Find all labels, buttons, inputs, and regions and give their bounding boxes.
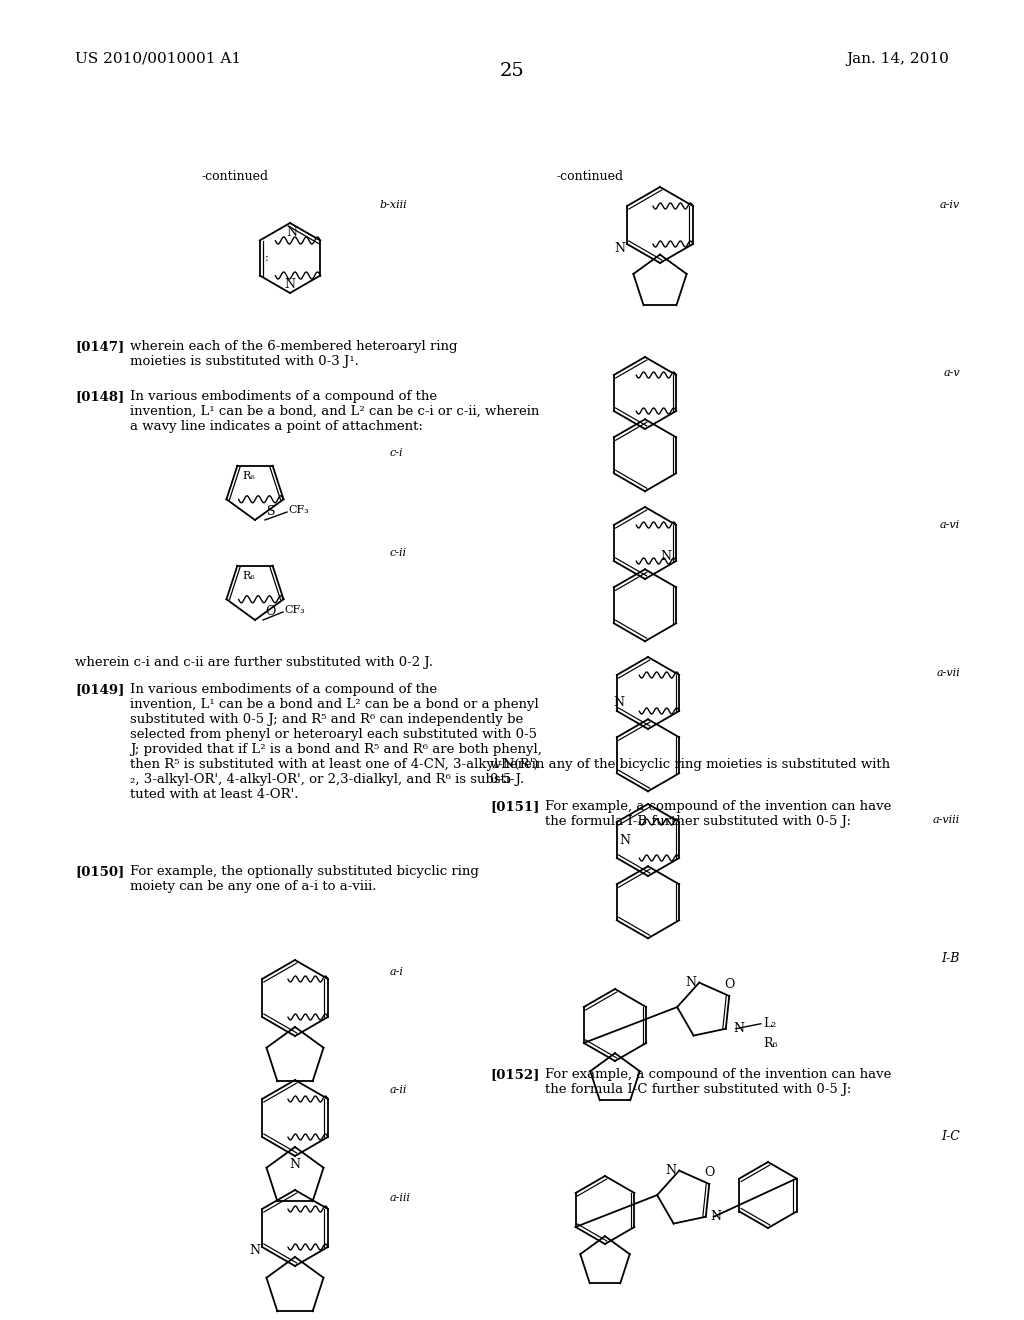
- Text: wherein each of the 6-membered heteroaryl ring
moieties is substituted with 0-3 : wherein each of the 6-membered heteroary…: [130, 341, 458, 368]
- Text: a-viii: a-viii: [933, 814, 961, 825]
- Text: a-iv: a-iv: [940, 201, 961, 210]
- Text: -continued: -continued: [556, 170, 624, 183]
- Text: N: N: [290, 1158, 300, 1171]
- Text: N: N: [614, 242, 626, 255]
- Text: N: N: [685, 975, 696, 989]
- Text: a-vii: a-vii: [936, 668, 961, 678]
- Text: I-B: I-B: [942, 952, 961, 965]
- Text: N: N: [734, 1022, 744, 1035]
- Text: wherein any of the bicyclic ring moieties is substituted with
0-5 J.: wherein any of the bicyclic ring moietie…: [490, 758, 890, 785]
- Text: c-ii: c-ii: [390, 548, 407, 558]
- Text: US 2010/0010001 A1: US 2010/0010001 A1: [75, 51, 241, 66]
- Text: O: O: [265, 605, 275, 618]
- Text: N: N: [285, 279, 296, 290]
- Text: 25: 25: [500, 62, 524, 81]
- Text: [0148]: [0148]: [75, 389, 124, 403]
- Text: Jan. 14, 2010: Jan. 14, 2010: [846, 51, 949, 66]
- Text: I-C: I-C: [941, 1130, 961, 1143]
- Text: In various embodiments of a compound of the
invention, L¹ can be a bond and L² c: In various embodiments of a compound of …: [130, 682, 542, 801]
- Text: a-i: a-i: [390, 968, 403, 977]
- Text: O: O: [724, 978, 734, 991]
- Text: CF₃: CF₃: [284, 605, 305, 615]
- Text: [0150]: [0150]: [75, 865, 124, 878]
- Text: :: :: [264, 253, 268, 263]
- Text: In various embodiments of a compound of the
invention, L¹ can be a bond, and L² : In various embodiments of a compound of …: [130, 389, 540, 433]
- Text: N: N: [287, 226, 298, 239]
- Text: a-ii: a-ii: [390, 1085, 408, 1096]
- Text: R₆: R₆: [763, 1038, 777, 1051]
- Text: N: N: [620, 833, 631, 846]
- Text: R₆: R₆: [243, 570, 255, 581]
- Text: [0151]: [0151]: [490, 800, 540, 813]
- Text: CF₃: CF₃: [288, 506, 309, 515]
- Text: N: N: [250, 1245, 261, 1258]
- Text: c-i: c-i: [390, 447, 403, 458]
- Text: N: N: [666, 1164, 676, 1177]
- Text: wherein c-i and c-ii are further substituted with 0-2 J.: wherein c-i and c-ii are further substit…: [75, 656, 433, 669]
- Text: [0147]: [0147]: [75, 341, 124, 352]
- Text: N: N: [660, 549, 672, 562]
- Text: a-vi: a-vi: [940, 520, 961, 531]
- Text: [0149]: [0149]: [75, 682, 124, 696]
- Text: S: S: [267, 506, 275, 517]
- Text: L₂: L₂: [763, 1018, 776, 1030]
- Text: [0152]: [0152]: [490, 1068, 540, 1081]
- Text: O: O: [705, 1166, 715, 1179]
- Text: For example, the optionally substituted bicyclic ring
moiety can be any one of a: For example, the optionally substituted …: [130, 865, 479, 894]
- Text: b-xiii: b-xiii: [380, 201, 408, 210]
- Text: -continued: -continued: [202, 170, 268, 183]
- Text: N: N: [711, 1210, 722, 1224]
- Text: a-v: a-v: [943, 368, 961, 378]
- Text: For example, a compound of the invention can have
the formula I-C further substi: For example, a compound of the invention…: [545, 1068, 891, 1096]
- Text: N: N: [613, 697, 625, 710]
- Text: a-iii: a-iii: [390, 1193, 411, 1203]
- Text: R₆: R₆: [243, 471, 255, 480]
- Text: For example, a compound of the invention can have
the formula I-B further substi: For example, a compound of the invention…: [545, 800, 891, 828]
